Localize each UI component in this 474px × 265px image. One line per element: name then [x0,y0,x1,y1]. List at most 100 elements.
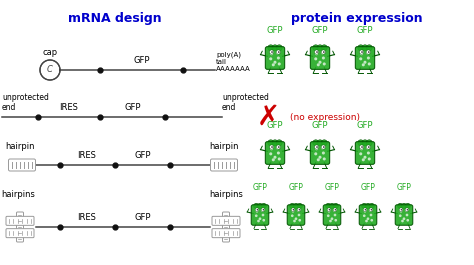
Text: GFP: GFP [289,183,303,192]
Circle shape [321,145,326,149]
Circle shape [299,209,300,210]
Circle shape [293,220,296,222]
Circle shape [359,57,362,60]
Text: hairpins: hairpins [209,190,243,199]
Circle shape [362,140,368,146]
Circle shape [314,57,317,60]
FancyBboxPatch shape [212,216,240,225]
Circle shape [297,209,300,212]
Circle shape [327,214,329,217]
Circle shape [313,140,319,146]
Circle shape [329,220,332,222]
Text: GFP: GFP [135,213,151,222]
Circle shape [262,214,264,216]
FancyBboxPatch shape [222,212,229,242]
Circle shape [263,209,264,210]
Circle shape [365,203,371,209]
Circle shape [362,203,367,209]
Circle shape [368,146,370,148]
Circle shape [276,45,282,51]
Circle shape [278,63,281,65]
Circle shape [367,217,369,220]
Circle shape [261,203,266,209]
FancyBboxPatch shape [310,142,329,164]
Circle shape [254,203,259,209]
FancyBboxPatch shape [287,205,305,225]
Circle shape [359,50,364,54]
Text: GFP: GFP [267,121,283,130]
Circle shape [315,147,318,150]
Circle shape [317,140,323,146]
FancyBboxPatch shape [356,47,374,69]
FancyBboxPatch shape [6,229,34,238]
Text: cap: cap [43,48,57,57]
FancyBboxPatch shape [323,205,341,225]
Circle shape [368,63,371,65]
Circle shape [276,145,281,149]
Circle shape [297,208,301,212]
FancyBboxPatch shape [212,229,240,238]
Circle shape [370,214,373,216]
Circle shape [277,56,280,60]
Circle shape [270,52,273,55]
Circle shape [316,51,318,53]
Circle shape [315,52,318,55]
Circle shape [321,146,324,149]
Circle shape [322,152,325,154]
Text: hairpin: hairpin [5,142,35,151]
Circle shape [365,220,368,222]
Circle shape [291,208,295,212]
Text: poly(A)
tail
AAAAAAA: poly(A) tail AAAAAAA [216,52,251,72]
Circle shape [317,158,320,161]
Text: GFP: GFP [357,121,373,130]
Circle shape [398,203,403,209]
Circle shape [270,147,273,150]
Circle shape [314,50,319,54]
Circle shape [360,52,363,55]
Circle shape [323,146,325,148]
Circle shape [369,203,374,209]
Circle shape [271,146,273,148]
Circle shape [402,217,405,220]
Circle shape [278,146,280,148]
Circle shape [358,45,364,51]
Circle shape [369,208,373,212]
Circle shape [323,63,326,65]
Circle shape [40,60,60,80]
Text: ✗: ✗ [256,103,280,131]
Circle shape [362,63,365,66]
Circle shape [269,57,272,60]
Circle shape [276,51,279,54]
Circle shape [319,61,321,64]
Circle shape [366,50,371,54]
Text: mRNA design: mRNA design [68,12,162,25]
FancyBboxPatch shape [210,159,237,171]
Circle shape [278,157,281,161]
Circle shape [366,45,372,51]
FancyBboxPatch shape [6,216,34,225]
Circle shape [365,209,366,210]
Circle shape [273,156,276,159]
Circle shape [327,208,331,212]
Circle shape [361,51,363,53]
Circle shape [271,51,273,53]
Circle shape [331,217,333,220]
FancyBboxPatch shape [359,205,377,225]
Circle shape [401,203,407,209]
Circle shape [333,203,338,209]
Circle shape [366,146,369,149]
Circle shape [276,146,279,149]
Text: hairpin: hairpin [209,142,239,151]
Circle shape [326,203,331,209]
FancyBboxPatch shape [265,47,285,69]
Circle shape [257,203,263,209]
Circle shape [405,208,409,212]
Circle shape [278,51,280,53]
Circle shape [328,210,330,213]
Circle shape [364,156,366,159]
Circle shape [270,50,273,54]
Circle shape [370,219,373,222]
Circle shape [369,209,372,212]
Circle shape [361,146,363,148]
Text: GFP: GFP [312,121,328,130]
